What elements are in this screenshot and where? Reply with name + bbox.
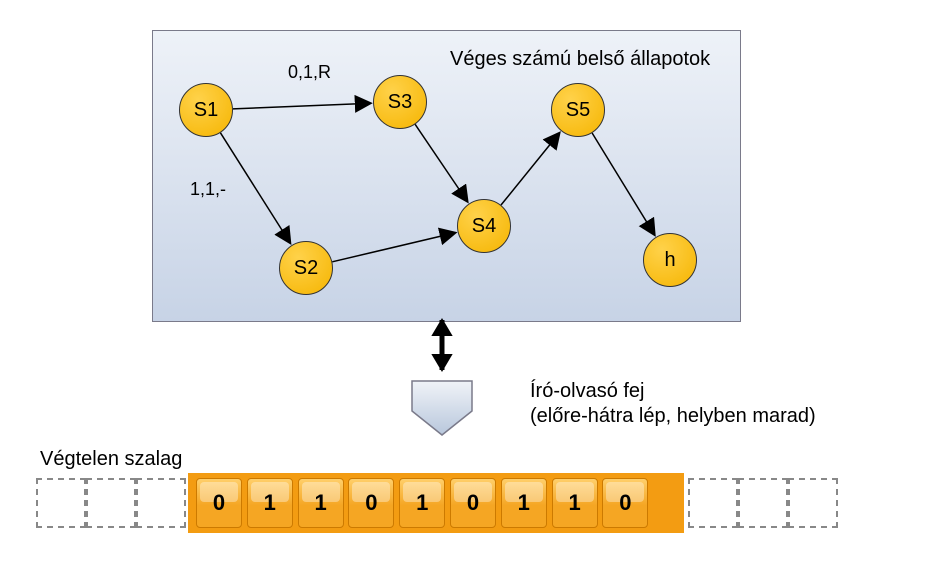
tape-title: Végtelen szalag bbox=[40, 448, 182, 471]
state-node-label: h bbox=[664, 249, 675, 272]
tape-cell: 1 bbox=[247, 478, 293, 528]
tape-cell-value: 0 bbox=[213, 490, 225, 516]
edge-S1-S3 bbox=[233, 103, 371, 109]
states-title: Véges számú belső állapotok bbox=[450, 48, 710, 71]
tape-cell-value: 0 bbox=[619, 490, 631, 516]
state-node-label: S4 bbox=[472, 215, 496, 238]
edge-S2-S4 bbox=[332, 233, 455, 262]
tape-cell-value: 1 bbox=[264, 490, 276, 516]
state-node-S1: S1 bbox=[179, 83, 233, 137]
tape-cell: 1 bbox=[298, 478, 344, 528]
tape-cell-value: 0 bbox=[365, 490, 377, 516]
tape-cell-empty bbox=[788, 478, 838, 528]
tape-cell-value: 1 bbox=[568, 490, 580, 516]
tape-cell: 0 bbox=[348, 478, 394, 528]
state-node-label: S3 bbox=[388, 91, 412, 114]
edge-S3-S4 bbox=[415, 124, 468, 202]
connector-arrowhead-up bbox=[431, 318, 452, 336]
tape-cell-value: 1 bbox=[416, 490, 428, 516]
head-subtitle: (előre-hátra lép, helyben marad) bbox=[530, 405, 816, 428]
tape-cell: 1 bbox=[399, 478, 445, 528]
edge-label: 1,1,- bbox=[190, 179, 226, 199]
tape-cell-value: 1 bbox=[314, 490, 326, 516]
tape-cell-empty bbox=[86, 478, 136, 528]
tape-cell-empty bbox=[688, 478, 738, 528]
tape-cell-value: 1 bbox=[518, 490, 530, 516]
tape-cell-empty bbox=[36, 478, 86, 528]
state-node-S4: S4 bbox=[457, 199, 511, 253]
tape-cell-empty bbox=[738, 478, 788, 528]
tape-cell-value: 0 bbox=[467, 490, 479, 516]
read-write-head bbox=[412, 381, 472, 435]
tape-cell: 1 bbox=[501, 478, 547, 528]
head-title: Író-olvasó fej bbox=[530, 380, 645, 403]
tape-cell: 0 bbox=[196, 478, 242, 528]
tape-cell: 0 bbox=[602, 478, 648, 528]
state-node-h: h bbox=[643, 233, 697, 287]
edge-S4-S5 bbox=[501, 133, 560, 205]
turing-machine-diagram: { "layout": { "canvas_w": 931, "canvas_h… bbox=[0, 0, 931, 579]
state-node-label: S1 bbox=[194, 99, 218, 122]
state-node-S3: S3 bbox=[373, 75, 427, 129]
state-node-label: S5 bbox=[566, 99, 590, 122]
state-node-S2: S2 bbox=[279, 241, 333, 295]
state-node-label: S2 bbox=[294, 257, 318, 280]
state-node-S5: S5 bbox=[551, 83, 605, 137]
tape-cell: 0 bbox=[450, 478, 496, 528]
tape-cell-empty bbox=[136, 478, 186, 528]
edge-label: 0,1,R bbox=[288, 62, 331, 82]
edge-S1-S2 bbox=[220, 133, 290, 244]
edge-S5-h bbox=[592, 133, 655, 235]
connector-arrowhead-down bbox=[431, 354, 452, 372]
tape-cell: 1 bbox=[552, 478, 598, 528]
